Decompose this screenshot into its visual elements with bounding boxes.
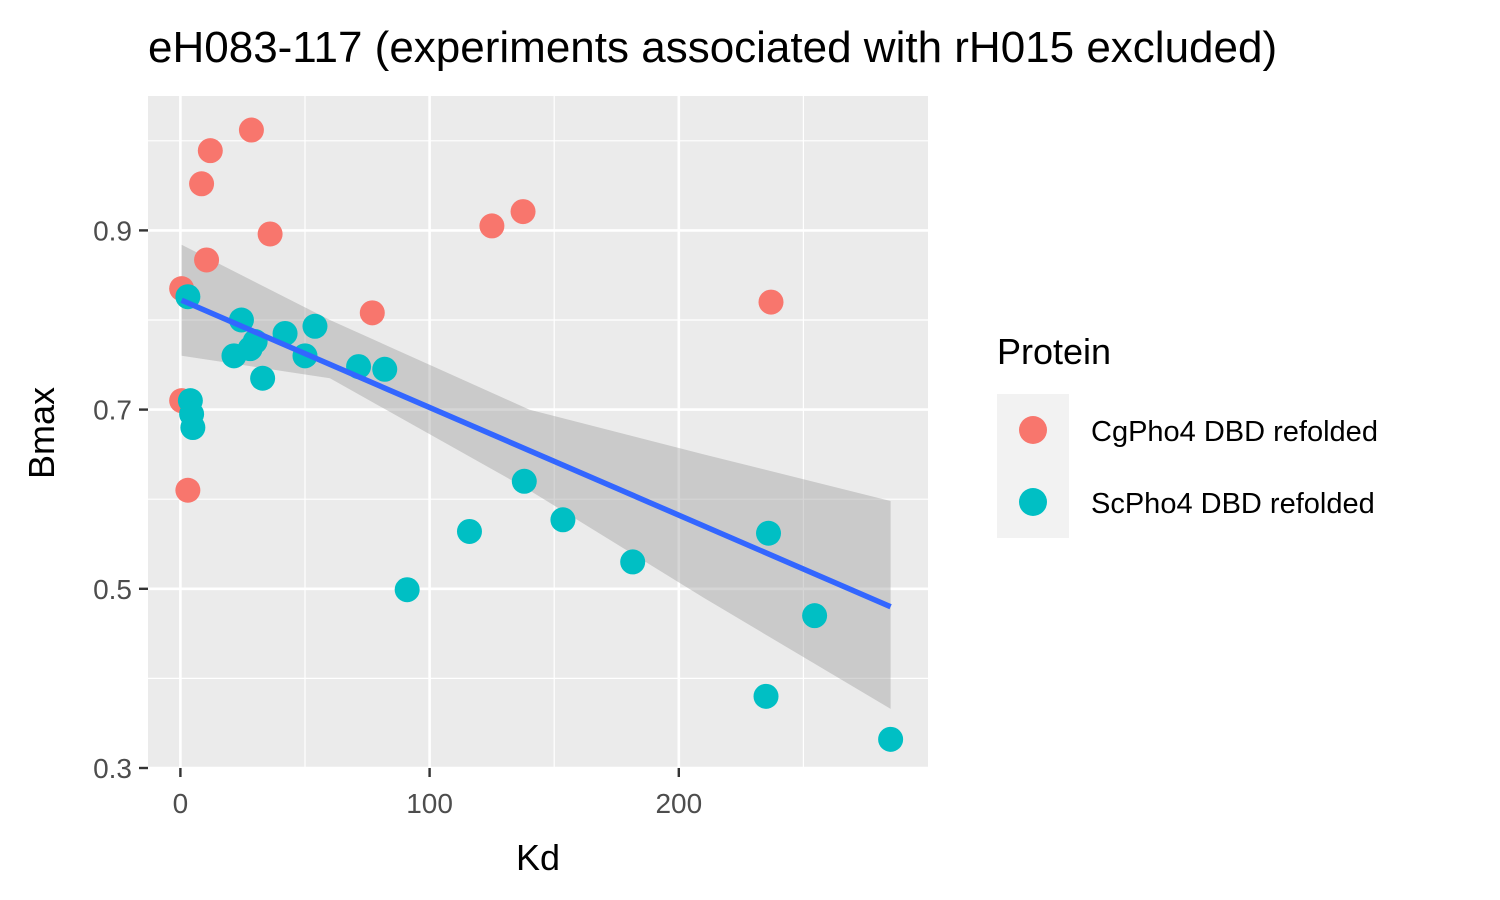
legend-title: Protein	[997, 331, 1111, 372]
data-point-cgpho4	[197, 138, 223, 164]
data-point-cgpho4	[758, 289, 784, 315]
data-point-cgpho4	[510, 199, 536, 225]
data-point-scpho4	[456, 518, 482, 544]
y-tick-label: 0.9	[93, 215, 132, 246]
legend: Protein CgPho4 DBD refolded ScPho4 DBD r…	[997, 331, 1378, 538]
x-tick-label: 0	[173, 788, 189, 819]
data-point-scpho4	[372, 356, 398, 382]
data-point-cgpho4	[479, 213, 505, 239]
data-point-scpho4	[511, 468, 537, 494]
data-point-cgpho4	[194, 247, 220, 273]
data-point-cgpho4	[359, 300, 385, 326]
data-point-scpho4	[620, 549, 646, 575]
data-point-cgpho4	[257, 221, 283, 247]
data-point-scpho4	[180, 415, 206, 441]
data-point-cgpho4	[175, 477, 201, 503]
panel-background	[148, 96, 928, 768]
y-tick-label: 0.3	[93, 753, 132, 784]
chart-title: eH083-117 (experiments associated with r…	[148, 23, 1277, 72]
legend-label-scpho4: ScPho4 DBD refolded	[1091, 488, 1375, 520]
y-tick-label: 0.7	[93, 395, 132, 426]
data-point-scpho4	[394, 577, 420, 603]
plot-panel	[148, 96, 928, 770]
data-point-scpho4	[250, 365, 276, 391]
axes: 0 100 200 0.3 0.5 0.7 0.9	[93, 215, 702, 819]
y-axis-title: Bmax	[21, 387, 62, 479]
legend-key-cgpho4	[1019, 416, 1047, 444]
data-point-scpho4	[878, 726, 904, 752]
x-tick-label: 200	[655, 788, 702, 819]
data-point-scpho4	[550, 507, 576, 533]
data-point-cgpho4	[238, 117, 264, 143]
x-axis-title: Kd	[516, 837, 560, 878]
data-point-scpho4	[802, 603, 828, 629]
y-tick-label: 0.5	[93, 574, 132, 605]
regression-line	[180, 297, 892, 610]
x-tick-label: 100	[406, 788, 453, 819]
data-point-scpho4	[753, 683, 779, 709]
data-point-scpho4	[756, 520, 782, 546]
legend-label-cgpho4: CgPho4 DBD refolded	[1091, 416, 1378, 448]
data-point-cgpho4	[189, 171, 215, 197]
legend-key-scpho4	[1019, 488, 1047, 516]
data-point-scpho4	[302, 313, 328, 339]
